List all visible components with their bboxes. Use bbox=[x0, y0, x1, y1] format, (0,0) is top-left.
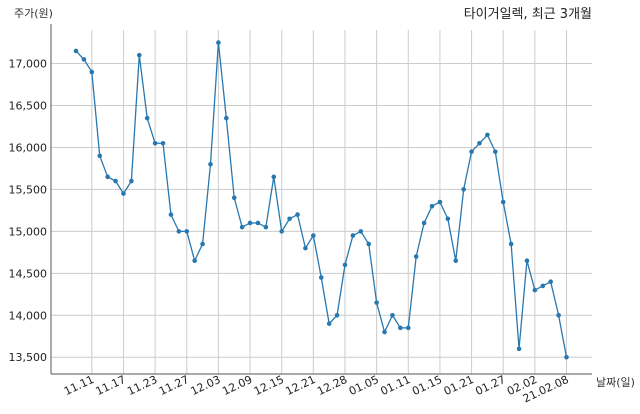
x-tick-label: 11.11 bbox=[62, 373, 96, 398]
y-tick-labels: 13,500 14,000 14,500 15,000 15,500 16,000 16,5… bbox=[9, 58, 48, 365]
data-point bbox=[437, 199, 443, 205]
data-point bbox=[160, 140, 166, 146]
data-point bbox=[421, 220, 427, 226]
data-point bbox=[192, 258, 197, 264]
y-tick-label: 15,000 bbox=[9, 225, 48, 238]
data-point bbox=[200, 241, 205, 247]
x-tick-label: 01.05 bbox=[347, 373, 381, 398]
y-tick-label: 14,500 bbox=[9, 267, 48, 280]
data-point bbox=[184, 229, 190, 234]
x-tick-label: 01.15 bbox=[410, 373, 444, 398]
price-line bbox=[75, 42, 568, 358]
data-point bbox=[73, 48, 79, 54]
data-point bbox=[485, 132, 490, 138]
x-tick-label: 11.17 bbox=[94, 373, 128, 398]
data-point bbox=[405, 325, 411, 331]
data-point bbox=[556, 312, 561, 318]
data-point bbox=[429, 203, 435, 209]
y-axis-label: 주가(원) bbox=[14, 7, 53, 20]
data-point bbox=[564, 354, 569, 360]
data-point bbox=[176, 229, 182, 234]
data-point bbox=[239, 224, 245, 230]
data-point bbox=[342, 262, 348, 268]
data-point bbox=[500, 199, 506, 205]
data-point bbox=[318, 275, 324, 280]
data-point bbox=[168, 212, 174, 217]
data-point bbox=[492, 149, 498, 154]
data-point bbox=[263, 224, 269, 230]
data-point bbox=[208, 161, 213, 167]
x-tick-label: 11.27 bbox=[157, 373, 191, 398]
x-tick-label: 01.21 bbox=[442, 373, 476, 398]
data-point bbox=[129, 178, 134, 184]
data-point bbox=[105, 174, 110, 180]
data-point bbox=[224, 115, 229, 121]
data-point bbox=[540, 283, 546, 289]
data-point bbox=[279, 229, 284, 234]
data-point bbox=[453, 258, 459, 264]
data-point bbox=[350, 233, 356, 238]
y-tick-label: 15,500 bbox=[9, 183, 48, 196]
data-point bbox=[303, 245, 308, 251]
data-point bbox=[516, 346, 522, 352]
x-tick-label: 11.23 bbox=[125, 373, 159, 398]
x-axis-label: 날짜(일) bbox=[596, 375, 635, 389]
data-point bbox=[532, 287, 538, 293]
data-point bbox=[445, 216, 451, 222]
x-tick-label: 01.11 bbox=[378, 373, 412, 398]
x-tick-label: 12.15 bbox=[252, 373, 286, 398]
data-point bbox=[287, 216, 292, 222]
y-tick-label: 16,500 bbox=[9, 100, 48, 113]
data-point bbox=[121, 191, 126, 196]
data-point bbox=[295, 212, 300, 217]
data-point bbox=[326, 321, 332, 326]
data-point bbox=[413, 254, 419, 259]
data-point bbox=[508, 241, 514, 247]
data-point bbox=[97, 153, 103, 159]
x-tick-label: 12.09 bbox=[220, 373, 254, 398]
x-tick-label: 12.03 bbox=[189, 373, 223, 398]
data-point bbox=[216, 40, 221, 45]
x-tick-label: 12.21 bbox=[284, 373, 318, 398]
data-point bbox=[81, 57, 87, 62]
axes bbox=[50, 24, 592, 375]
data-point bbox=[89, 69, 95, 75]
data-point bbox=[548, 279, 553, 285]
chart-title: 타이거일렉, 최근 3개월 bbox=[464, 7, 592, 22]
y-tick-label: 13,500 bbox=[9, 351, 48, 364]
data-point bbox=[524, 258, 530, 264]
data-point bbox=[382, 329, 387, 335]
y-tick-label: 14,000 bbox=[9, 309, 48, 322]
data-point bbox=[271, 174, 277, 180]
data-point bbox=[477, 140, 482, 146]
data-point bbox=[469, 149, 474, 154]
grid-lines bbox=[51, 30, 592, 374]
data-point bbox=[366, 241, 372, 247]
data-series bbox=[73, 40, 569, 360]
data-point bbox=[311, 233, 316, 238]
data-point bbox=[398, 325, 403, 331]
data-point bbox=[231, 195, 237, 201]
data-point bbox=[390, 312, 395, 318]
data-point bbox=[334, 312, 340, 318]
data-point bbox=[247, 220, 253, 226]
x-tick-label: 01.27 bbox=[473, 373, 507, 398]
data-point bbox=[461, 187, 466, 192]
x-tick-labels: 11.1111.1711.2311.2712.0312.0912.1512.21… bbox=[62, 373, 571, 405]
data-point bbox=[113, 178, 118, 184]
y-tick-label: 17,000 bbox=[9, 58, 48, 71]
data-point bbox=[136, 52, 142, 58]
data-point bbox=[358, 229, 364, 234]
data-point bbox=[255, 220, 261, 226]
data-point bbox=[144, 115, 150, 121]
y-tick-label: 16,000 bbox=[9, 141, 48, 154]
x-tick-label: 12.28 bbox=[315, 373, 349, 398]
data-point bbox=[374, 300, 379, 305]
data-point bbox=[152, 140, 158, 146]
